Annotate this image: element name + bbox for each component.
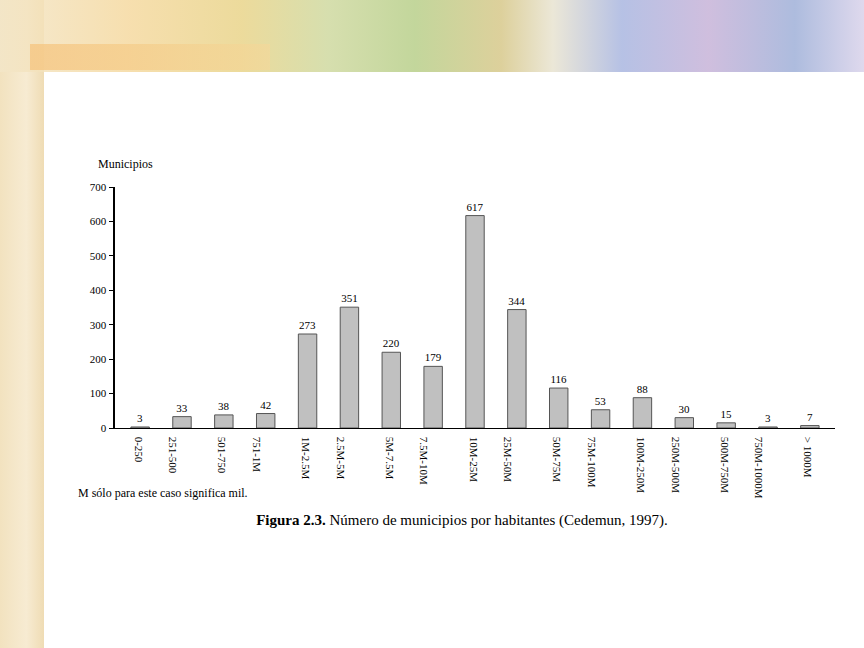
svg-text:10M-25M: 10M-25M bbox=[468, 437, 480, 482]
svg-text:7.5M-10M: 7.5M-10M bbox=[418, 437, 430, 485]
svg-text:400: 400 bbox=[90, 284, 107, 296]
svg-text:750M-1000M: 750M-1000M bbox=[753, 437, 765, 499]
html-text:M sólo para este caso signific: M sólo para este caso significa mil. bbox=[78, 486, 248, 500]
svg-text:33: 33 bbox=[176, 402, 188, 414]
svg-text:88: 88 bbox=[637, 383, 649, 395]
svg-text:116: 116 bbox=[550, 373, 567, 385]
svg-text:7: 7 bbox=[807, 411, 813, 423]
svg-text:3: 3 bbox=[765, 412, 771, 424]
svg-text:2.5M-5M: 2.5M-5M bbox=[335, 437, 347, 480]
svg-text:179: 179 bbox=[425, 351, 442, 363]
svg-text:500M-750M: 500M-750M bbox=[719, 437, 731, 493]
svg-text:38: 38 bbox=[218, 400, 230, 412]
svg-text:1M-2.5M: 1M-2.5M bbox=[300, 437, 312, 480]
html-text:Figura 2.3. Número de municipi: Figura 2.3. Número de municipios por hab… bbox=[256, 512, 668, 528]
svg-text:0-250: 0-250 bbox=[133, 437, 145, 463]
svg-text:75M-100M: 75M-100M bbox=[586, 437, 598, 488]
svg-text:50M-75M: 50M-75M bbox=[551, 437, 563, 482]
svg-text:30: 30 bbox=[679, 403, 691, 415]
svg-text:Municipios: Municipios bbox=[98, 157, 153, 171]
svg-text:351: 351 bbox=[341, 292, 358, 304]
svg-text:0: 0 bbox=[101, 422, 107, 434]
svg-text:700: 700 bbox=[90, 181, 107, 193]
svg-text:> 1000M: > 1000M bbox=[802, 437, 814, 478]
svg-text:251-500: 251-500 bbox=[167, 437, 179, 474]
svg-text:5M-7.5M: 5M-7.5M bbox=[384, 437, 396, 480]
svg-text:273: 273 bbox=[299, 319, 316, 331]
svg-text:220: 220 bbox=[383, 337, 400, 349]
svg-text:100: 100 bbox=[90, 387, 107, 399]
svg-text:500: 500 bbox=[90, 250, 107, 262]
svg-text:53: 53 bbox=[595, 395, 607, 407]
svg-text:600: 600 bbox=[90, 215, 107, 227]
svg-text:42: 42 bbox=[260, 399, 271, 411]
svg-text:300: 300 bbox=[90, 319, 107, 331]
svg-text:501-750: 501-750 bbox=[216, 437, 228, 474]
svg-text:250M-500M: 250M-500M bbox=[670, 437, 682, 493]
svg-text:15: 15 bbox=[720, 408, 732, 420]
svg-text:617: 617 bbox=[467, 201, 484, 213]
svg-text:100M-250M: 100M-250M bbox=[635, 437, 647, 493]
svg-text:25M-50M: 25M-50M bbox=[502, 437, 514, 482]
svg-text:751-1M: 751-1M bbox=[251, 437, 263, 473]
svg-text:344: 344 bbox=[508, 295, 525, 307]
svg-text:200: 200 bbox=[90, 353, 107, 365]
svg-text:3: 3 bbox=[137, 412, 143, 424]
